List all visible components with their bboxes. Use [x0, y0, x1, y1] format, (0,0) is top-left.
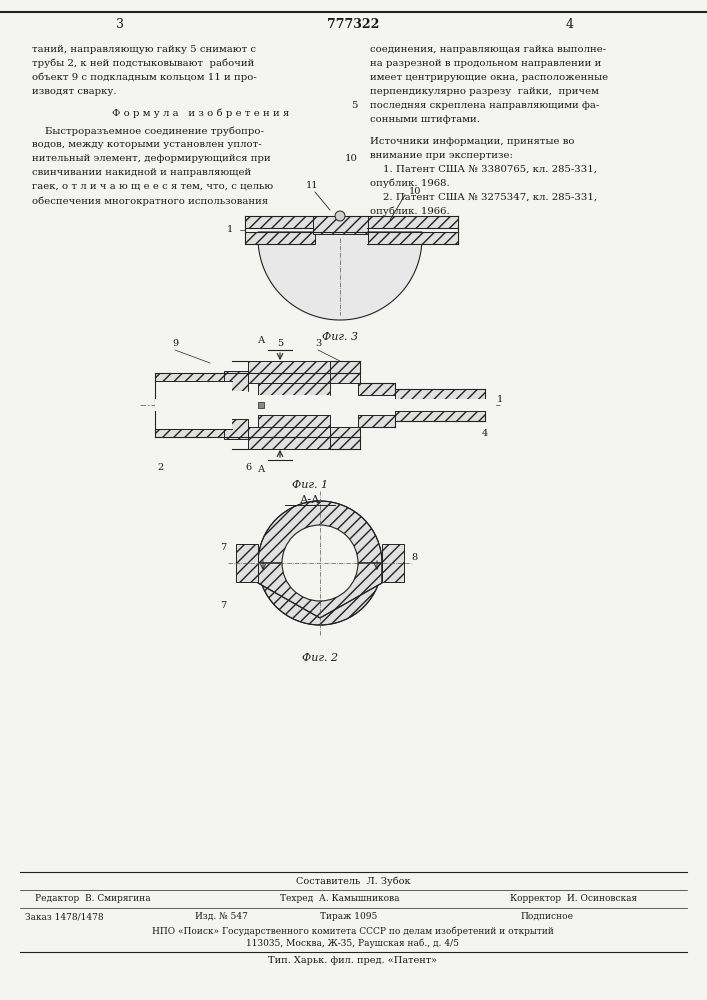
Text: 3: 3 [116, 18, 124, 31]
Bar [368, 232, 458, 244]
Text: 9: 9 [172, 338, 178, 348]
Bar [395, 389, 485, 399]
Bar [155, 399, 495, 411]
Text: таний, направляющую гайку 5 снимают с: таний, направляющую гайку 5 снимают с [32, 45, 256, 54]
Text: нительный элемент, деформирующийся при: нительный элемент, деформирующийся при [32, 154, 271, 163]
Bar [358, 383, 395, 395]
Text: Изд. № 547: Изд. № 547 [195, 912, 248, 921]
Text: Быстроразъемное соединение трубопро-: Быстроразъемное соединение трубопро- [32, 126, 264, 135]
Text: Тираж 1095: Тираж 1095 [320, 912, 378, 921]
Text: 11: 11 [305, 182, 318, 190]
Bar [258, 402, 264, 408]
Text: 6: 6 [245, 462, 251, 472]
Text: А: А [258, 336, 266, 345]
Bar [224, 419, 248, 439]
Text: опублик. 1968.: опублик. 1968. [370, 179, 450, 188]
Text: 5: 5 [351, 101, 358, 110]
Bar [248, 427, 330, 449]
Bar [382, 544, 404, 582]
Text: Заказ 1478/1478: Заказ 1478/1478 [25, 912, 104, 921]
Text: 1: 1 [497, 395, 503, 404]
Text: 4: 4 [566, 18, 574, 31]
Bar [330, 361, 360, 383]
Text: 1: 1 [227, 226, 233, 234]
Text: 8: 8 [411, 554, 417, 562]
Text: 113035, Москва, Ж-35, Раушская наб., д. 4/5: 113035, Москва, Ж-35, Раушская наб., д. … [247, 939, 460, 948]
Text: обеспечения многократного использования: обеспечения многократного использования [32, 196, 268, 206]
Polygon shape [258, 563, 382, 618]
Text: Фиг. 2: Фиг. 2 [302, 653, 338, 663]
Text: 3: 3 [315, 338, 321, 348]
Text: водов, между которыми установлен уплот-: водов, между которыми установлен уплот- [32, 140, 262, 149]
Text: А: А [258, 465, 266, 474]
Bar [258, 395, 330, 415]
Bar [368, 216, 458, 228]
Text: Составитель  Л. Зубок: Составитель Л. Зубок [296, 876, 410, 886]
Text: Подписное: Подписное [520, 912, 573, 921]
Text: Фиг. 3: Фиг. 3 [322, 332, 358, 342]
Text: 10: 10 [345, 154, 358, 163]
Bar [155, 381, 232, 429]
Bar [248, 361, 330, 383]
Text: сонными штифтами.: сонными штифтами. [370, 115, 480, 124]
Bar [224, 391, 248, 419]
Text: 1. Патент США № 3380765, кл. 285-331,: 1. Патент США № 3380765, кл. 285-331, [370, 165, 597, 174]
Text: Ф о р м у л а   и з о б р е т е н и я: Ф о р м у л а и з о б р е т е н и я [112, 109, 289, 118]
Text: 7: 7 [220, 544, 226, 552]
Text: 4: 4 [482, 428, 488, 438]
Text: объект 9 с подкладным кольцом 11 и про-: объект 9 с подкладным кольцом 11 и про- [32, 73, 257, 83]
Bar [236, 544, 258, 582]
Bar [330, 427, 360, 449]
Bar [258, 415, 330, 427]
Text: изводят сварку.: изводят сварку. [32, 87, 117, 96]
Text: НПО «Поиск» Государственного комитета СССР по делам изобретений и открытий: НПО «Поиск» Государственного комитета СС… [152, 926, 554, 936]
Circle shape [282, 525, 358, 601]
Text: 5: 5 [277, 338, 283, 348]
Bar [395, 411, 485, 421]
Bar [248, 395, 330, 415]
Text: трубы 2, к ней подстыковывают  рабочий: трубы 2, к ней подстыковывают рабочий [32, 59, 255, 68]
Text: внимание при экспертизе:: внимание при экспертизе: [370, 151, 513, 160]
Bar [313, 216, 368, 234]
Text: гаек, о т л и ч а ю щ е е с я тем, что, с целью: гаек, о т л и ч а ю щ е е с я тем, что, … [32, 182, 273, 191]
Text: опублик. 1966.: опублик. 1966. [370, 207, 450, 217]
Bar [155, 373, 232, 381]
Circle shape [335, 211, 345, 221]
Text: соединения, направляющая гайка выполне-: соединения, направляющая гайка выполне- [370, 45, 606, 54]
Text: Техред  А. Камышникова: Техред А. Камышникова [280, 894, 399, 903]
Text: 7: 7 [220, 600, 226, 609]
Text: на разрезной в продольном направлении и: на разрезной в продольном направлении и [370, 59, 602, 68]
Text: Источники информации, принятые во: Источники информации, принятые во [370, 137, 575, 146]
Text: имеет центрирующие окна, расположенные: имеет центрирующие окна, расположенные [370, 73, 608, 82]
Bar [258, 383, 330, 395]
Text: А-А: А-А [300, 495, 320, 505]
Text: свинчивании накидной и направляющей: свинчивании накидной и направляющей [32, 168, 251, 177]
Polygon shape [258, 232, 422, 320]
Bar [245, 232, 315, 244]
Bar [155, 429, 232, 437]
Text: 2: 2 [157, 462, 163, 472]
Text: Фиг. 1: Фиг. 1 [292, 480, 328, 490]
Text: 777322: 777322 [327, 18, 379, 31]
Text: перпендикулярно разрезу  гайки,  причем: перпендикулярно разрезу гайки, причем [370, 87, 599, 96]
Bar [358, 415, 395, 427]
Text: Тип. Харьк. фил. пред. «Патент»: Тип. Харьк. фил. пред. «Патент» [269, 956, 438, 965]
Text: 10: 10 [409, 188, 421, 196]
Text: 2. Патент США № 3275347, кл. 285-331,: 2. Патент США № 3275347, кл. 285-331, [370, 193, 597, 202]
Text: Редактор  В. Смирягина: Редактор В. Смирягина [35, 894, 151, 903]
Bar [224, 371, 248, 391]
Text: последняя скреплена направляющими фа-: последняя скреплена направляющими фа- [370, 101, 600, 110]
Bar [245, 216, 315, 228]
Circle shape [258, 501, 382, 625]
Text: Корректор  И. Осиновская: Корректор И. Осиновская [510, 894, 637, 903]
